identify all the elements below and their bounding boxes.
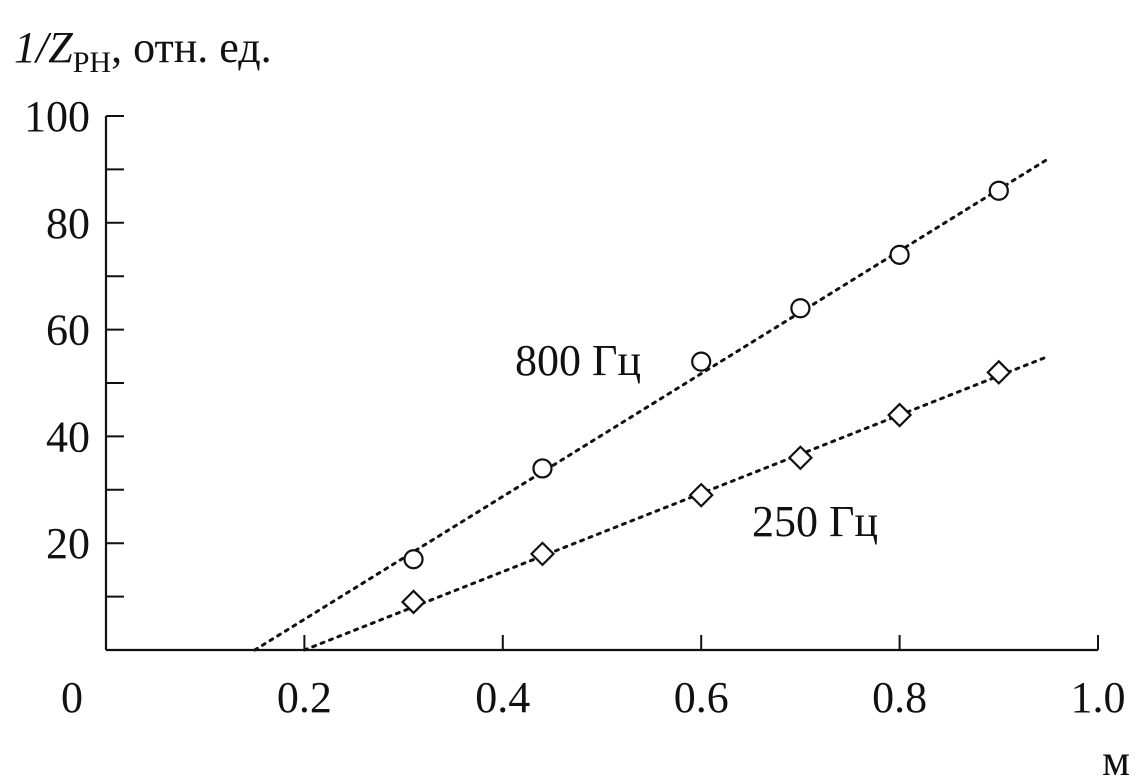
series-label-0: 800 Гц [515,336,641,385]
y-axis-title-rest: , отн. ед. [111,23,272,72]
x-tick-label-5: 1.0 [1071,673,1126,722]
y-tick-label-4: 100 [24,92,90,141]
y-tick-label-1: 40 [46,412,90,461]
x-tick-label-1: 0.2 [277,673,332,722]
point-series-1-2 [690,484,712,506]
y-axis-title-main: 1/Z [14,23,73,72]
y-tick-label-2: 60 [46,306,90,355]
x-tick-label-4: 0.8 [872,673,927,722]
point-series-0-1 [533,459,551,477]
point-series-0-3 [791,299,809,317]
y-axis-title: 1/ZPH, отн. ед. [14,23,272,79]
point-series-0-0 [405,550,423,568]
x-tick-label-2: 0.4 [475,673,530,722]
point-series-0-5 [990,182,1008,200]
fit-lines-group [255,159,1049,650]
x-axis-unit-label: м [1102,736,1130,780]
y-tick-label-3: 80 [46,199,90,248]
point-series-0-2 [692,353,710,371]
ticks-group: 0 0.2 0.4 0.6 0.8 1.0 20 40 60 80 100 [24,92,1126,722]
y-axis-title-sub: PH [73,46,111,79]
markers-group [403,182,1010,613]
series-label-1: 250 Гц [752,497,878,546]
x-tick-label-0: 0 [61,673,83,722]
point-series-1-1 [531,543,553,565]
fit-line-series-0 [255,159,1049,650]
y-tick-label-0: 20 [46,519,90,568]
point-series-1-4 [889,404,911,426]
x-tick-label-3: 0.6 [674,673,729,722]
point-series-0-4 [891,246,909,264]
